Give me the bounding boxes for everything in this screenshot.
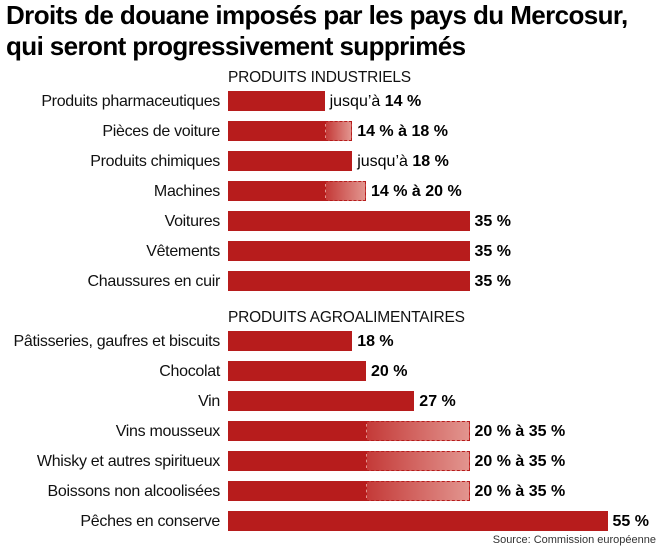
bar-row-pieces-de-voiture: Pièces de voiture 14 % à 18 % [0,121,664,143]
bar-row-vetements: Vêtements 35 % [0,241,664,263]
bar-range-extension [366,421,470,441]
category-label: Vins mousseux [115,423,221,440]
value-label: 20 % [371,361,407,383]
value-label: 20 % à 35 % [475,421,566,443]
value-number: 55 % [612,513,649,530]
value-number: 27 % [419,393,456,410]
value-prefix: jusqu’à [329,93,385,110]
bar [228,391,415,411]
bar-range-extension [366,481,470,501]
bar-range-extension [324,181,366,201]
category-label: Produits chimiques [90,153,220,170]
value-number: 14 % à 18 % [357,123,448,140]
bar [228,151,353,171]
value-number: 18 % [412,153,449,170]
value-number: 20 % à 35 % [474,423,566,440]
value-number: 20 % à 35 % [474,483,566,500]
value-number: 18 % [357,333,394,350]
section-label-industrial: PRODUITS INDUSTRIELS [228,69,411,86]
value-label: 20 % à 35 % [475,481,566,503]
value-label: jusqu’à 18 % [357,151,449,173]
value-label: 35 % [475,271,511,293]
category-label: Pièces de voiture [102,123,220,140]
bar [228,91,325,111]
bar [228,361,366,381]
category-label: Chocolat [159,363,220,380]
value-number: 20 % à 35 % [474,453,566,470]
chart-title: Droits de douane imposés par les pays du… [6,0,628,61]
category-label: Pâtisseries, gaufres et biscuits [13,333,221,350]
bar-row-produits-chimiques: Produits chimiques jusqu’à 18 % [0,151,664,173]
bar-row-chaussures-en-cuir: Chaussures en cuir 35 % [0,271,664,293]
value-label: jusqu’à 14 % [330,91,422,113]
bar-row-chocolat: Chocolat 20 % [0,361,664,383]
bar-row-vins-mousseux: Vins mousseux 20 % à 35 % [0,421,664,443]
bar-row-whisky-et-autres-spiritueux: Whisky et autres spiritueux 20 % à 35 % [0,451,664,473]
value-label: 27 % [419,391,455,413]
value-label: 35 % [475,211,511,233]
bar-row-vin: Vin 27 % [0,391,664,413]
value-label: 55 % [613,511,649,533]
bar-row-machines: Machines 14 % à 20 % [0,181,664,203]
category-label: Voitures [164,213,221,230]
bar [228,511,608,531]
category-label: Produits pharmaceutiques [41,93,220,110]
bar-row-produits-pharmaceutiques: Produits pharmaceutiques jusqu’à 14 % [0,91,664,113]
category-label: Vêtements [146,243,220,260]
value-label: 14 % à 18 % [357,121,448,143]
bar [228,481,366,501]
value-number: 14 % à 20 % [371,183,462,200]
value-label: 20 % à 35 % [475,451,566,473]
value-label: 18 % [357,331,393,353]
category-label: Machines [153,183,220,200]
value-number: 35 % [474,273,511,290]
bar-row-boissons-non-alcoolisees: Boissons non alcoolisées 20 % à 35 % [0,481,664,503]
category-label: Chaussures en cuir [87,273,221,290]
value-prefix: jusqu’à [357,153,413,170]
bar [228,271,470,291]
bar-range-extension [366,451,470,471]
bar [228,241,470,261]
bar [228,421,366,441]
category-label: Whisky et autres spiritueux [36,453,220,470]
bar-row-patisseries-gaufres-et-biscuits: Pâtisseries, gaufres et biscuits 18 % [0,331,664,353]
section-label-agrifood: PRODUITS AGROALIMENTAIRES [228,309,465,326]
source-note: Source: Commission européenne [492,534,656,546]
category-label: Vin [198,393,220,410]
value-number: 35 % [474,243,511,260]
bar-range-extension [324,121,353,141]
value-label: 35 % [475,241,511,263]
value-number: 35 % [474,213,511,230]
category-label: Boissons non alcoolisées [47,483,221,500]
bar-row-voitures: Voitures 35 % [0,211,664,233]
bar [228,451,366,471]
value-number: 20 % [371,363,408,380]
category-label: Pêches en conserve [80,513,220,530]
bar [228,211,470,231]
bar-row-peches-en-conserve: Pêches en conserve 55 % [0,511,664,533]
value-number: 14 % [384,93,422,110]
bar [228,181,325,201]
value-label: 14 % à 20 % [371,181,462,203]
bar [228,331,353,351]
bar [228,121,325,141]
